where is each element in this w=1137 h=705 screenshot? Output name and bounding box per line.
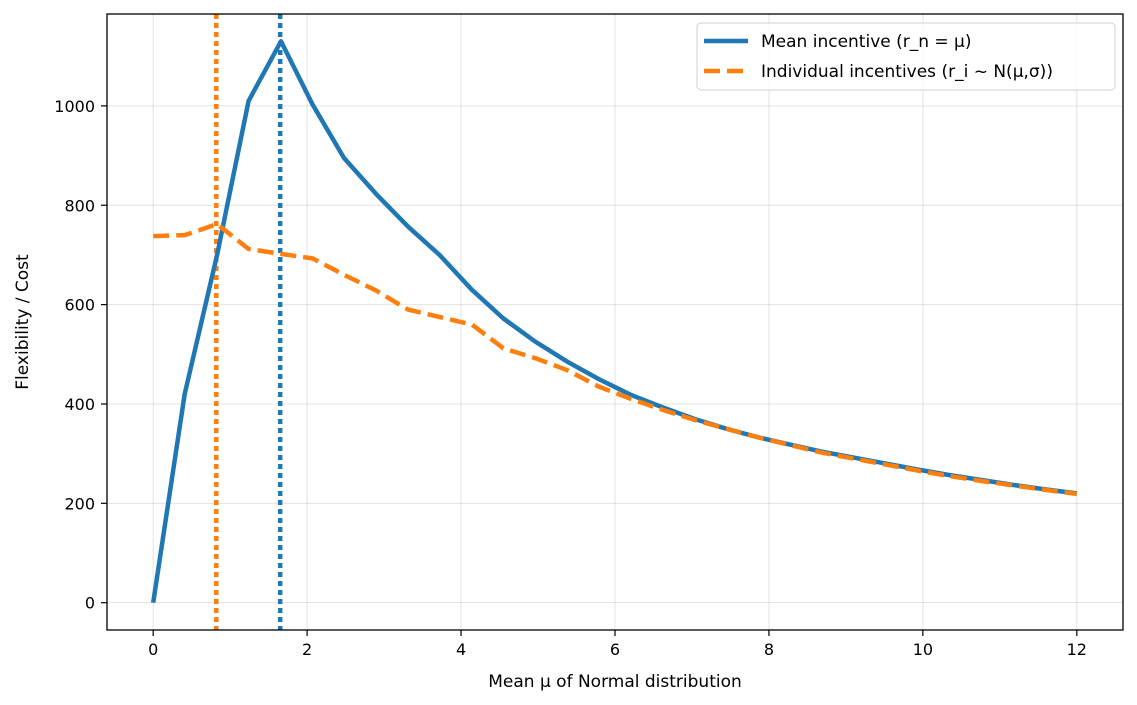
y-tick-label: 0 xyxy=(85,594,95,613)
x-axis-label: Mean μ of Normal distribution xyxy=(488,672,742,692)
x-tick-label: 4 xyxy=(456,640,466,659)
x-tick-label: 0 xyxy=(148,640,158,659)
legend: Mean incentive (r_n = μ) Individual ince… xyxy=(696,22,1116,91)
ticks: 0 2 4 6 8 10 12 0 200 400 600 800 1000 xyxy=(54,97,1087,659)
series-line-1 xyxy=(153,221,1078,497)
series-line-0 xyxy=(150,39,1078,604)
y-axis-label: Flexibility / Cost xyxy=(13,254,33,390)
y-tick-label: 1000 xyxy=(54,97,95,116)
y-tick-label: 800 xyxy=(64,196,95,215)
x-tick-label: 10 xyxy=(913,640,933,659)
y-tick-label: 400 xyxy=(64,395,95,414)
x-tick-label: 6 xyxy=(610,640,620,659)
x-tick-label: 12 xyxy=(1067,640,1087,659)
legend-box xyxy=(696,22,1116,91)
x-tick-label: 2 xyxy=(302,640,312,659)
plot-lines xyxy=(150,14,1078,630)
x-tick-label: 8 xyxy=(764,640,774,659)
legend-label-mean-incentive: Mean incentive (r_n = μ) xyxy=(761,32,972,52)
y-tick-label: 600 xyxy=(64,296,95,315)
legend-label-individual-incentives: Individual incentives (r_i ~ N(μ,σ)) xyxy=(761,62,1053,82)
y-tick-label: 200 xyxy=(64,494,95,513)
